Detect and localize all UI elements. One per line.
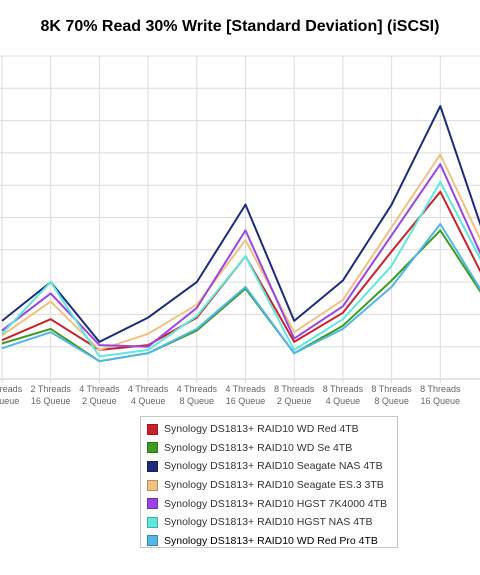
legend-item[interactable]: Synology DS1813+ RAID10 Seagate NAS 4TB (147, 457, 397, 476)
legend-swatch (147, 460, 158, 472)
legend-label: Synology DS1813+ RAID10 Seagate NAS 4TB (164, 460, 383, 473)
legend-swatch (147, 516, 158, 528)
x-tick-label: 8 Threads 8 Queue (371, 384, 412, 406)
legend: Synology DS1813+ RAID10 WD Red 4TB Synolo… (140, 416, 398, 548)
x-tick-label: 4 Threads 2 Queue (79, 384, 120, 406)
series-lines (1, 105, 480, 363)
legend-swatch (147, 442, 158, 454)
legend-item[interactable]: Synology DS1813+ RAID10 WD Red 4TB (147, 420, 397, 439)
legend-label: Synology DS1813+ RAID10 Seagate ES.3 3TB (164, 479, 384, 492)
legend-item[interactable]: Synology DS1813+ RAID10 HGST NAS 4TB (147, 513, 397, 532)
legend-item[interactable]: Synology DS1813+ RAID10 WD Se 4TB (147, 439, 397, 458)
x-tick-label: 4 Threads 8 Queue (177, 384, 218, 406)
legend-label: Synology DS1813+ RAID10 HGST 7K4000 4TB (164, 497, 388, 510)
x-tick-label: 4 Threads 16 Queue (225, 384, 266, 406)
legend-swatch (147, 423, 158, 435)
legend-item[interactable]: Synology DS1813+ RAID10 Seagate ES.3 3TB (147, 476, 397, 495)
series-line-0 (1, 190, 480, 351)
legend-item[interactable]: Synology DS1813+ RAID10 HGST 7K4000 4TB (147, 494, 397, 513)
x-tick-label: 8 Threads 4 Queue (323, 384, 364, 406)
series-line-3 (1, 153, 480, 351)
series-line-2 (1, 105, 480, 343)
x-tick-label: 4 Threads 4 Queue (128, 384, 169, 406)
legend-swatch (147, 498, 158, 510)
legend-label: Synology DS1813+ RAID10 HGST NAS 4TB (164, 516, 373, 529)
x-tick-label: 8 Threads 16 Queue (420, 384, 461, 406)
chart-title: 8K 70% Read 30% Write [Standard Deviatio… (40, 18, 440, 35)
legend-label: Synology DS1813+ RAID10 WD Red 4TB (164, 423, 359, 436)
legend-swatch (147, 479, 158, 491)
legend-swatch (147, 535, 158, 547)
series-line-5 (1, 181, 480, 358)
legend-label: Synology DS1813+ RAID10 WD Se 4TB (164, 441, 353, 454)
legend-label: Synology DS1813+ RAID10 WD Red Pro 4TB (164, 534, 378, 547)
x-tick-label: 8 Threads 2 Queue (274, 384, 315, 406)
x-tick-label: 2 Threads 16 Queue (31, 384, 72, 406)
legend-item[interactable]: Synology DS1813+ RAID10 WD Red Pro 4TB (147, 532, 397, 551)
series-line-4 (1, 163, 480, 348)
series-line-6 (1, 223, 480, 363)
grid (0, 55, 480, 383)
